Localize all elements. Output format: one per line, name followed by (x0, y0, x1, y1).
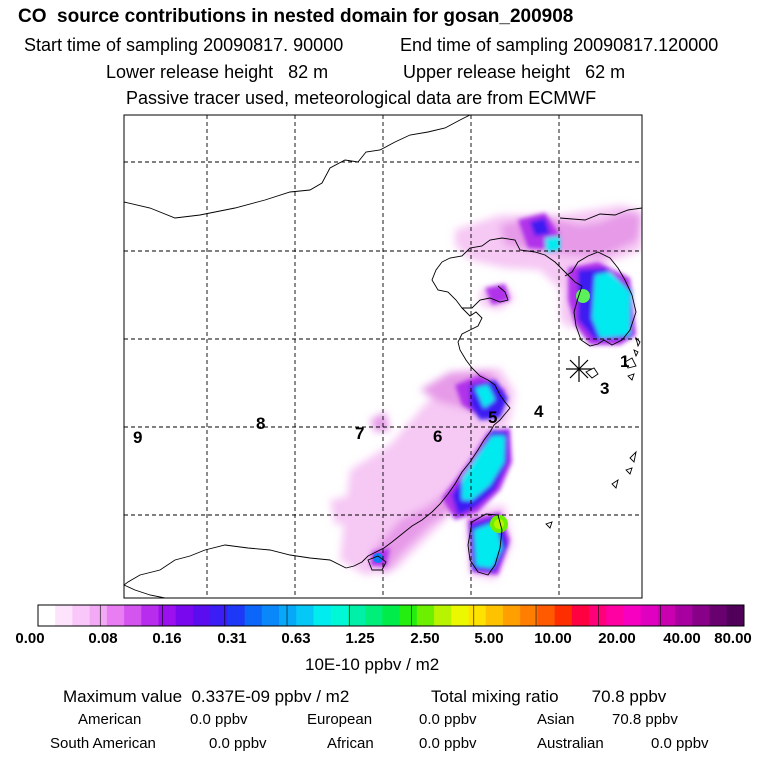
colorbar-swatch (296, 605, 315, 626)
colorbar-swatch (675, 605, 693, 626)
colorbar-swatch (692, 605, 711, 626)
colorbar-swatch (571, 605, 590, 626)
colorbar-swatch (468, 605, 487, 626)
south-american-value: 0.0 ppbv (209, 735, 267, 752)
colorbar-swatch (244, 605, 263, 626)
colorbar-swatch (38, 605, 56, 626)
colorbar-tick-label: 5.00 (474, 630, 504, 647)
colorbar-swatch (382, 605, 401, 626)
upper-height-label: Upper release height 62 m (403, 62, 626, 82)
colorbar-swatch (192, 605, 211, 626)
colorbar-swatch (640, 605, 659, 626)
colorbar-swatch (451, 605, 469, 626)
colorbar-tick-label: 0.00 (15, 630, 45, 647)
hotspot-korea (576, 289, 590, 303)
colorbar-swatch (554, 605, 573, 626)
colorbar-tick-label: 0.16 (152, 630, 182, 647)
colorbar-swatch (175, 605, 194, 626)
region-label-8: 8 (256, 414, 265, 433)
colorbar-tick-label: 10.00 (534, 630, 572, 647)
colorbar-swatch (365, 605, 383, 626)
hotspot-south-china (373, 553, 383, 563)
colorbar-swatch (313, 605, 332, 626)
colorbar-swatch (657, 605, 676, 626)
african-label: African (327, 735, 374, 752)
colorbar-swatch (279, 605, 297, 626)
colorbar-tick-label: 20.00 (598, 630, 636, 647)
colorbar-tick-label: 0.31 (217, 630, 247, 647)
colorbar-swatch (416, 605, 435, 626)
colorbar-swatch (210, 605, 228, 626)
colorbar (38, 605, 745, 626)
colorbar-swatch (55, 605, 73, 626)
asian-value: 70.8 ppbv (612, 711, 678, 728)
colorbar-swatch (89, 605, 108, 626)
region-label-9: 9 (133, 428, 142, 447)
colorbar-swatch (485, 605, 504, 626)
colorbar-swatch (347, 605, 366, 626)
colorbar-frame (37, 604, 745, 627)
grid-lines (124, 115, 642, 598)
colorbar-swatch (589, 605, 607, 626)
colorbar-tick-label: 80.00 (714, 630, 752, 647)
asian-label: Asian (537, 711, 575, 728)
colorbar-swatch (330, 605, 349, 626)
receptor-asterisk-icon (566, 356, 592, 382)
south-american-label: South American (50, 735, 156, 752)
australian-label: Australian (537, 735, 604, 752)
region-label-5: 5 (488, 408, 497, 427)
region-label-6: 6 (433, 427, 442, 446)
colorbar-swatch (106, 605, 125, 626)
colorbar-swatch (141, 605, 160, 626)
map-frame (123, 114, 643, 599)
colorbar-tick-label: 0.08 (88, 630, 118, 647)
colorbar-swatch (520, 605, 538, 626)
colorbar-swatch (124, 605, 142, 626)
australian-value: 0.0 ppbv (651, 735, 709, 752)
colorbar-tick-label: 0.63 (281, 630, 311, 647)
colorbar-tick-label: 1.25 (345, 630, 375, 647)
lower-height-label: Lower release height 82 m (106, 62, 329, 82)
max-value-text: Maximum value 0.337E-09 ppbv / m2 (63, 687, 350, 706)
colorbar-swatch (72, 605, 91, 626)
map-panel (124, 115, 642, 598)
colorbar-swatch (537, 605, 556, 626)
colorbar-swatch (158, 605, 177, 626)
colorbar-swatch (399, 605, 418, 626)
colorbar-swatch (434, 605, 452, 626)
african-value: 0.0 ppbv (419, 735, 477, 752)
total-mixing-text: Total mixing ratio 70.8 ppbv (431, 687, 667, 706)
end-time-label: End time of sampling 20090817.120000 (400, 35, 719, 55)
hotspot-taiwan-core (494, 519, 504, 529)
european-value: 0.0 ppbv (419, 711, 477, 728)
colorbar-swatch (726, 605, 745, 626)
colorbar-swatch (606, 605, 624, 626)
colorbar-swatch (709, 605, 728, 626)
coastlines (124, 115, 642, 598)
european-label: European (307, 711, 373, 728)
region-label-3: 3 (600, 379, 609, 398)
colorbar-tick-label: 2.50 (410, 630, 440, 647)
colorbar-swatch (261, 605, 280, 626)
colorbar-swatch (227, 605, 246, 626)
colorbar-swatch (623, 605, 642, 626)
colorbar-tick-label: 40.00 (663, 630, 701, 647)
tracer-note: Passive tracer used, meteorological data… (126, 88, 597, 108)
region-label-1: 1 (620, 352, 629, 371)
american-value: 0.0 ppbv (190, 711, 248, 728)
colorbar-unit: 10E-10 ppbv / m2 (305, 655, 440, 674)
region-label-7: 7 (355, 424, 364, 443)
american-label: American (78, 711, 142, 728)
start-time-label: Start time of sampling 20090817. 90000 (24, 35, 344, 55)
colorbar-swatch (502, 605, 521, 626)
map-title: CO source contributions in nested domain… (18, 6, 574, 27)
region-label-4: 4 (534, 402, 544, 421)
